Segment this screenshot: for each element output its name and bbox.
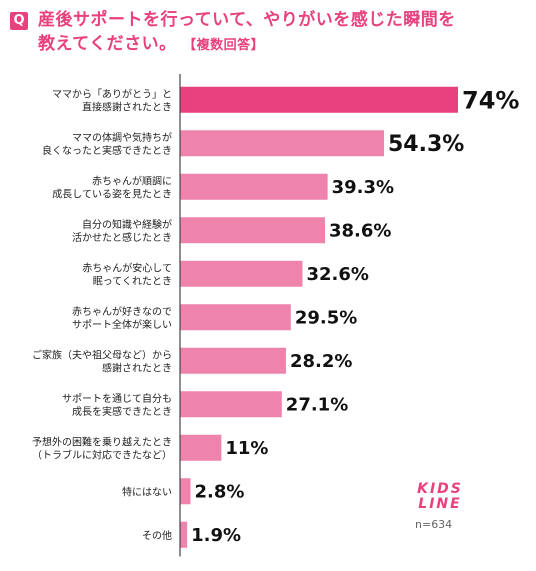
value-label: 11%: [225, 438, 268, 459]
category-label-line: 活かせたと感じたとき: [72, 231, 172, 244]
category-label-line: 成長している姿を見たとき: [52, 187, 172, 200]
bar: [180, 173, 328, 200]
category-label-line: 直接感謝されたとき: [82, 100, 172, 113]
category-label: ママから「ありがとう」と直接感謝されたとき: [52, 87, 172, 113]
category-label: ママの体調や気持ちが良くなったと実感できたとき: [42, 131, 172, 157]
category-label: 特にはない: [122, 486, 172, 498]
category-label-line: ママの体調や気持ちが: [72, 131, 172, 144]
category-label-line: 赤ちゃんが好きなので: [72, 305, 172, 318]
category-label-line: 予想外の困難を乗り越えたとき: [32, 435, 172, 448]
bar: [180, 217, 326, 244]
value-label: 2.8%: [195, 482, 245, 503]
category-label-line: （トラブルに対応できたなど）: [32, 448, 172, 461]
value-label: 27.1%: [286, 395, 348, 416]
bar: [180, 434, 222, 461]
bar: [180, 391, 282, 418]
category-label-line: 良くなったと実感できたとき: [42, 144, 172, 157]
bar: [180, 347, 286, 374]
title-line-2: 教えてください。: [38, 34, 177, 54]
category-label-line: サポート全体が楽しい: [72, 318, 172, 331]
page-title: 産後サポートを行っていて、やりがいを感じた瞬間を 教えてください。 【複数回答】: [38, 8, 528, 58]
category-label: 赤ちゃんが順調に成長している姿を見たとき: [52, 174, 172, 200]
category-label-line: 自分の知識や経験が: [82, 218, 172, 231]
category-label: 自分の知識や経験が活かせたと感じたとき: [72, 218, 172, 244]
value-label: 74%: [462, 86, 519, 114]
category-label-line: ママから「ありがとう」と: [52, 87, 172, 100]
value-label: 38.6%: [329, 221, 391, 242]
title-line-1: 産後サポートを行っていて、やりがいを感じた瞬間を: [38, 10, 456, 30]
category-label: サポートを通じて自分も成長を実感できたとき: [62, 392, 172, 418]
category-label-line: 成長を実感できたとき: [72, 405, 172, 418]
value-label: 28.2%: [290, 351, 352, 372]
category-label-line: 感謝されたとき: [102, 361, 172, 374]
category-label-line: サポートを通じて自分も: [62, 392, 172, 405]
bar: [180, 130, 384, 157]
bar: [180, 478, 191, 505]
value-label: 32.6%: [306, 264, 368, 285]
value-label: 1.9%: [191, 525, 241, 546]
category-label-line: 眠ってくれたとき: [93, 275, 172, 287]
category-label: 赤ちゃんが好きなのでサポート全体が楽しい: [72, 305, 172, 331]
logo-line-2: LINE: [418, 496, 462, 512]
category-label: その他: [142, 529, 172, 542]
bar: [180, 521, 188, 548]
category-label-line: 特にはない: [122, 486, 172, 498]
value-label: 29.5%: [295, 308, 357, 329]
sample-size: n=634: [415, 518, 453, 531]
category-label-line: 赤ちゃんが順調に: [92, 174, 172, 187]
category-label: 赤ちゃんが安心して眠ってくれたとき: [82, 261, 172, 287]
kidsline-logo: KIDS LINE: [408, 482, 472, 512]
value-label: 54.3%: [388, 132, 464, 157]
value-label: 39.3%: [332, 177, 394, 198]
bar: [180, 304, 291, 331]
category-label-line: ご家族（夫や祖父母など）から: [32, 348, 172, 361]
category-label-line: その他: [142, 529, 172, 542]
category-label-line: 赤ちゃんが安心して: [82, 261, 172, 274]
bar: [180, 86, 458, 113]
question-badge: Q: [10, 12, 28, 30]
multiple-answer-note: 【複数回答】: [183, 38, 265, 53]
logo-line-1: KIDS: [417, 481, 463, 497]
category-label: ご家族（夫や祖父母など）から感謝されたとき: [32, 348, 172, 374]
category-label: 予想外の困難を乗り越えたとき（トラブルに対応できたなど）: [32, 435, 172, 461]
bar: [180, 260, 303, 287]
